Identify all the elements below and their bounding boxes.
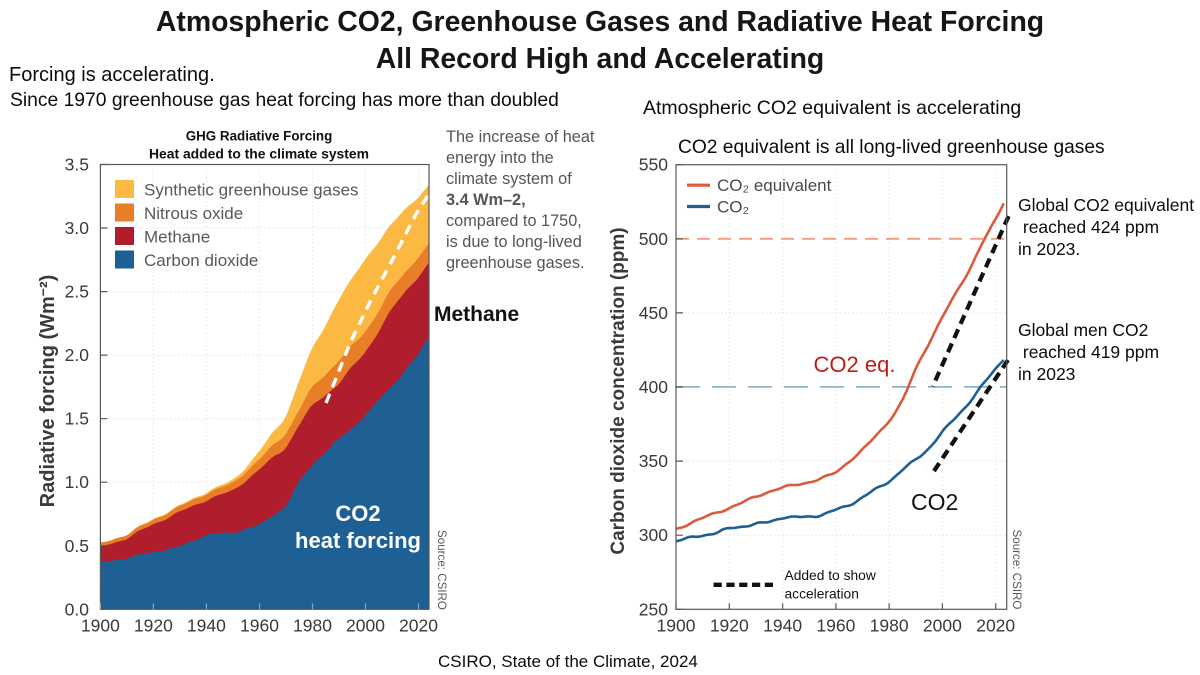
- svg-text:2020: 2020: [976, 616, 1015, 636]
- svg-text:CO2: CO2: [911, 489, 958, 515]
- svg-text:1920: 1920: [134, 616, 173, 636]
- svg-text:CO2: CO2: [335, 501, 380, 526]
- svg-text:CO₂: CO₂: [717, 198, 749, 217]
- svg-text:Heat added to the climate syst: Heat added to the climate system: [149, 146, 369, 162]
- svg-text:Added to show: Added to show: [785, 568, 876, 583]
- svg-text:1900: 1900: [81, 616, 120, 636]
- svg-text:Methane: Methane: [144, 228, 210, 247]
- svg-text:3.0: 3.0: [65, 218, 90, 238]
- svg-text:500: 500: [639, 229, 668, 249]
- svg-text:0.5: 0.5: [65, 536, 89, 556]
- svg-text:3.5: 3.5: [65, 155, 89, 175]
- svg-text:0.0: 0.0: [65, 599, 90, 619]
- svg-text:Nitrous oxide: Nitrous oxide: [144, 204, 243, 223]
- svg-text:Carbon dioxide: Carbon dioxide: [144, 251, 258, 270]
- svg-text:heat forcing: heat forcing: [295, 528, 421, 553]
- svg-text:1.0: 1.0: [65, 472, 90, 492]
- svg-text:1900: 1900: [657, 616, 696, 636]
- svg-text:1920: 1920: [710, 616, 749, 636]
- svg-text:Carbon dioxide concentration (: Carbon dioxide concentration (ppm): [608, 227, 629, 554]
- svg-text:2000: 2000: [923, 616, 962, 636]
- svg-text:1980: 1980: [293, 616, 332, 636]
- svg-text:2020: 2020: [399, 616, 438, 636]
- svg-text:CO₂ equivalent: CO₂ equivalent: [717, 176, 832, 195]
- svg-text:1960: 1960: [240, 616, 279, 636]
- svg-text:Radiative forcing (Wm−²): Radiative forcing (Wm−²): [35, 275, 59, 508]
- svg-text:300: 300: [639, 525, 668, 545]
- svg-text:250: 250: [639, 599, 668, 619]
- svg-text:CO2 eq.: CO2 eq.: [814, 352, 896, 377]
- svg-text:350: 350: [639, 451, 668, 471]
- svg-text:acceleration: acceleration: [785, 587, 859, 602]
- svg-text:1940: 1940: [763, 616, 802, 636]
- svg-text:2000: 2000: [346, 616, 385, 636]
- svg-text:Source: CSIRO: Source: CSIRO: [1010, 530, 1023, 610]
- svg-text:1940: 1940: [187, 616, 226, 636]
- svg-text:2.5: 2.5: [65, 282, 89, 302]
- svg-text:Synthetic greenhouse gases: Synthetic greenhouse gases: [144, 181, 359, 200]
- svg-text:Source: CSIRO: Source: CSIRO: [435, 530, 448, 610]
- svg-text:GHG Radiative Forcing: GHG Radiative Forcing: [186, 129, 333, 144]
- svg-text:1960: 1960: [816, 616, 855, 636]
- svg-text:2.0: 2.0: [65, 345, 90, 365]
- svg-text:550: 550: [639, 155, 668, 175]
- svg-text:1.5: 1.5: [65, 409, 89, 429]
- svg-text:400: 400: [639, 377, 668, 397]
- svg-text:450: 450: [639, 303, 668, 323]
- svg-text:1980: 1980: [870, 616, 909, 636]
